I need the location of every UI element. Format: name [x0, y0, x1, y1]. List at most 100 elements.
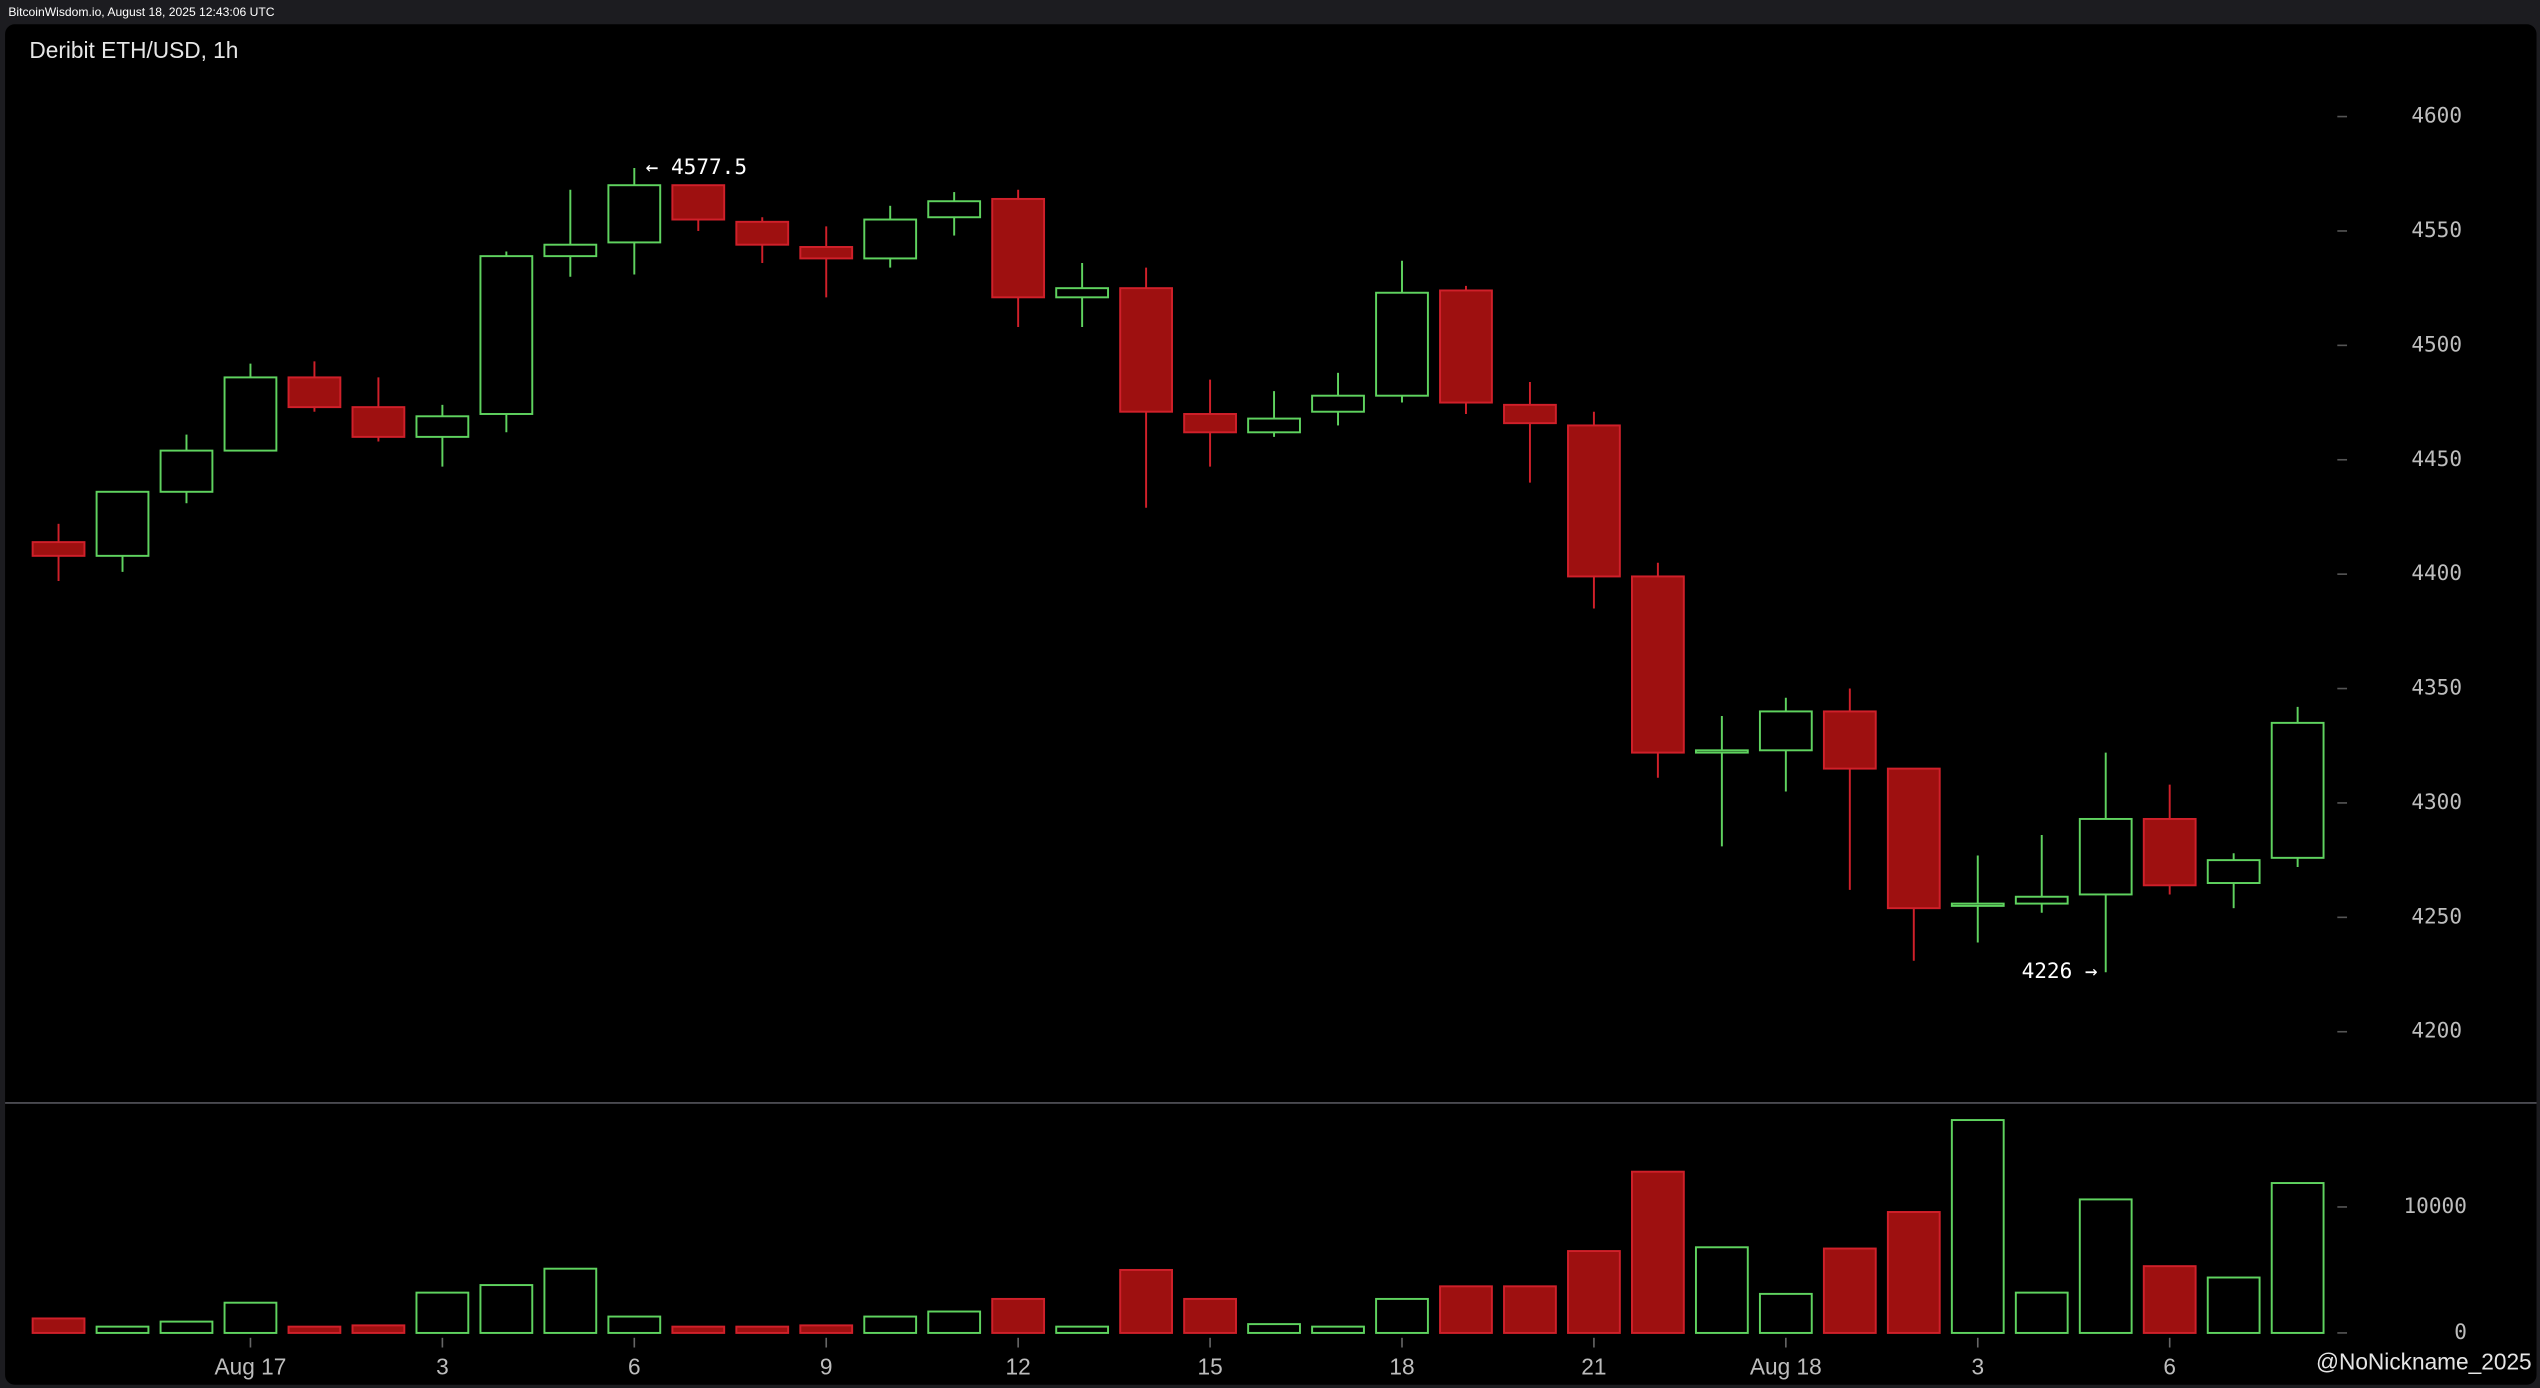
- candle-body: [1375, 291, 1429, 397]
- volume-bar: [1055, 1325, 1110, 1334]
- candle-body: [95, 490, 150, 557]
- volume-tick-label: 0: [2454, 1319, 2467, 1344]
- volume-bar: [1631, 1170, 1685, 1334]
- volume-bar: [2206, 1276, 2261, 1334]
- x-tick-label: 6: [2163, 1354, 2176, 1380]
- chart-title: Deribit ETH/USD, 1h: [29, 37, 238, 63]
- header: BitcoinWisdom.io, August 18, 2025 12:43:…: [8, 5, 274, 19]
- candle-body: [991, 197, 1046, 299]
- volume-bar: [1950, 1119, 2005, 1334]
- volume-bar: [543, 1267, 598, 1334]
- volume-bar: [1694, 1246, 1749, 1334]
- y-tick-label: 4300: [2411, 789, 2462, 814]
- volume-tick-label: 10000: [2404, 1193, 2467, 1218]
- volume-bar: [2142, 1265, 2197, 1334]
- volume-bar: [1119, 1268, 1173, 1334]
- volume-bar: [1375, 1297, 1429, 1334]
- volume-bar: [351, 1324, 406, 1334]
- y-tick-label: 4500: [2411, 331, 2462, 356]
- y-tick-label: 4550: [2411, 217, 2462, 242]
- volume-bar: [1247, 1323, 1301, 1334]
- candle-body: [31, 541, 86, 557]
- candle-body: [1822, 710, 1877, 770]
- candle-body: [1950, 902, 2005, 907]
- candle-body: [1503, 403, 1557, 425]
- x-tick-label: 3: [436, 1354, 449, 1380]
- volume-bar: [799, 1324, 854, 1334]
- x-tick-label: Aug 17: [215, 1354, 287, 1380]
- volume-bar: [287, 1325, 342, 1334]
- x-tick-label: 9: [820, 1354, 833, 1380]
- candle-body: [415, 415, 470, 438]
- volume-bar: [1503, 1285, 1557, 1334]
- x-tick-label: 21: [1581, 1354, 1606, 1380]
- candle-body: [607, 184, 662, 244]
- candle-body: [2014, 895, 2069, 905]
- candle-body: [351, 406, 406, 438]
- volume-bar: [1758, 1292, 1813, 1334]
- volume-bar: [415, 1291, 470, 1334]
- volume-bar: [1311, 1325, 1365, 1334]
- candle-body: [1694, 749, 1749, 754]
- candle-body: [543, 243, 598, 258]
- panel: [5, 24, 2537, 1385]
- volume-bar: [1439, 1285, 1493, 1334]
- y-tick-label: 4200: [2411, 1018, 2462, 1043]
- candle-body: [1439, 289, 1493, 404]
- candle-body: [1631, 575, 1685, 754]
- candle-body: [1183, 413, 1237, 434]
- candle-body: [1119, 287, 1173, 413]
- volume-bar: [1567, 1250, 1621, 1334]
- volume-bar: [607, 1315, 662, 1334]
- volume-bar: [2078, 1198, 2133, 1334]
- volume-bar: [1183, 1297, 1237, 1334]
- candle-body: [1055, 287, 1110, 299]
- volume-bar: [2270, 1182, 2325, 1334]
- candle-body: [2206, 859, 2261, 884]
- x-tick-label: 6: [628, 1354, 641, 1380]
- volume-bar: [223, 1301, 278, 1334]
- annotation: 4226 →: [2022, 958, 2098, 983]
- candle-body: [671, 184, 726, 221]
- candle-body: [927, 200, 982, 219]
- candle-body: [1758, 710, 1813, 752]
- candle-body: [799, 246, 854, 260]
- x-tick-label: 12: [1006, 1354, 1031, 1380]
- volume-bar: [735, 1325, 790, 1334]
- volume-bar: [2014, 1291, 2069, 1334]
- y-tick-label: 4450: [2411, 446, 2462, 471]
- volume-bar: [1886, 1211, 1941, 1334]
- candle-body: [2078, 817, 2133, 896]
- y-tick-label: 4350: [2411, 675, 2462, 700]
- y-tick-label: 4400: [2411, 560, 2462, 585]
- x-tick-label: 15: [1197, 1354, 1222, 1380]
- volume-bar: [31, 1317, 86, 1334]
- y-tick-label: 4600: [2411, 103, 2462, 128]
- x-tick-label: Aug 18: [1750, 1354, 1822, 1380]
- volume-bar: [863, 1315, 918, 1334]
- watermark: @NoNickname_2025: [2316, 1349, 2532, 1375]
- candle-body: [1567, 424, 1621, 578]
- volume-bar: [159, 1320, 214, 1334]
- candle-body: [1886, 767, 1941, 910]
- volume-bar: [479, 1284, 534, 1334]
- candle-body: [1311, 394, 1365, 413]
- candle-body: [287, 376, 342, 409]
- candle-body: [2270, 721, 2325, 859]
- volume-bar: [95, 1325, 150, 1334]
- candle-body: [159, 449, 214, 493]
- candle-body: [2142, 817, 2197, 887]
- y-tick-label: 4250: [2411, 903, 2462, 928]
- volume-bar: [927, 1310, 982, 1334]
- annotation: ← 4577.5: [646, 154, 747, 179]
- candle-body: [863, 218, 918, 260]
- volume-bar: [1822, 1247, 1877, 1334]
- x-tick-label: 18: [1389, 1354, 1414, 1380]
- volume-bar: [671, 1325, 726, 1334]
- candle-body: [223, 376, 278, 452]
- candle-body: [1247, 417, 1301, 434]
- volume-bar: [991, 1297, 1046, 1334]
- x-tick-label: 3: [1971, 1354, 1984, 1380]
